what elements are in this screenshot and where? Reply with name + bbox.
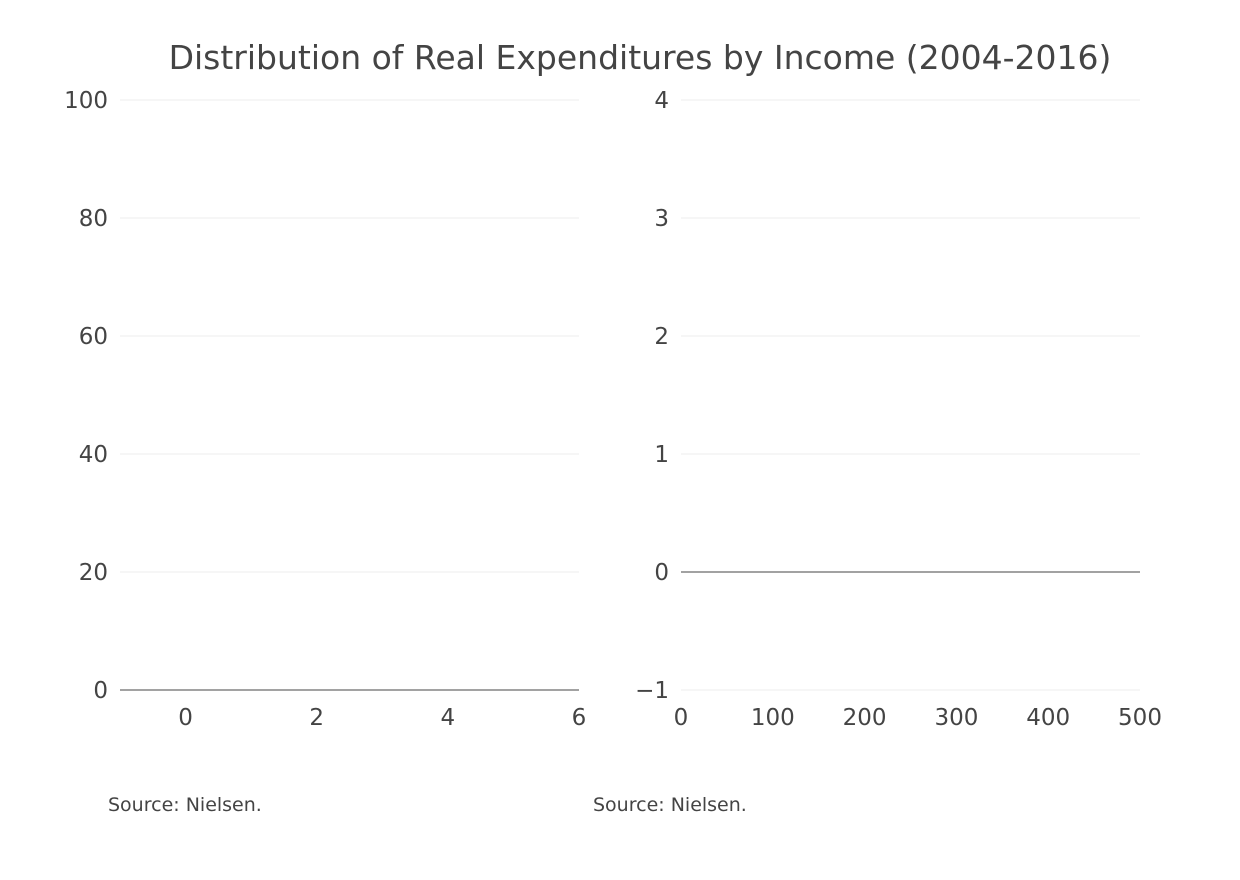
chart-title: Distribution of Real Expenditures by Inc… [169, 38, 1112, 77]
source-note: Source: Nielsen. [108, 794, 262, 816]
y-tick-label: 60 [79, 324, 108, 350]
y-tick-label: 0 [654, 560, 669, 586]
x-tick-label: 0 [178, 705, 193, 731]
x-tick-label: 400 [1026, 705, 1070, 731]
y-tick-label: 40 [79, 442, 108, 468]
y-tick-label: 2 [654, 324, 669, 350]
x-tick-label: 300 [934, 705, 978, 731]
left-subplot: 0 20 40 60 80 100 0 2 4 6 Source: Nielsen. [64, 88, 586, 816]
x-tick-label: 4 [441, 705, 456, 731]
y-tick-label: 20 [79, 560, 108, 586]
y-tick-label: 1 [654, 442, 669, 468]
x-tick-label: 6 [572, 705, 587, 731]
y-tick-label: 100 [64, 88, 108, 114]
x-tick-label: 500 [1118, 705, 1162, 731]
y-tick-label: −1 [635, 678, 669, 704]
y-tick-label: 80 [79, 206, 108, 232]
y-tick-label: 0 [93, 678, 108, 704]
y-tick-label: 4 [654, 88, 669, 114]
x-tick-label: 100 [751, 705, 795, 731]
x-tick-label: 2 [309, 705, 324, 731]
y-tick-label: 3 [654, 206, 669, 232]
x-tick-label: 0 [674, 705, 689, 731]
x-tick-label: 200 [843, 705, 887, 731]
source-note: Source: Nielsen. [593, 794, 747, 816]
